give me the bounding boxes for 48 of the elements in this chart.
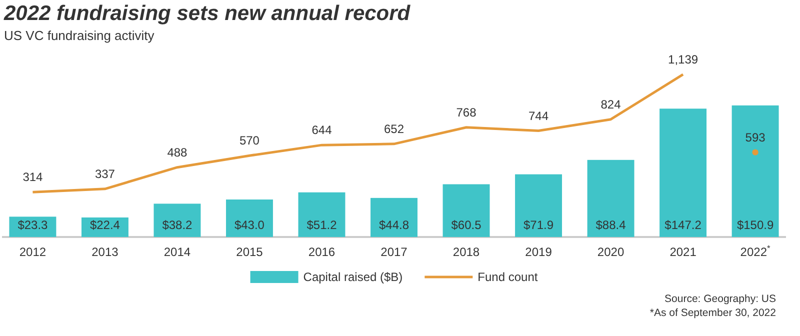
data-label: $38.2 (162, 218, 193, 232)
x-tick-label: 2021 (670, 245, 697, 259)
data-label: 644 (312, 123, 332, 138)
data-label: $23.3 (18, 218, 48, 232)
bar (660, 108, 707, 237)
x-tick-label: 2015 (236, 245, 264, 259)
bar (226, 200, 273, 237)
data-label: $22.4 (90, 218, 120, 232)
chart-subtitle: US VC fundraising activity (4, 28, 155, 43)
data-label: 768 (456, 105, 477, 120)
data-label: $51.2 (306, 218, 338, 232)
data-label: 488 (167, 145, 188, 160)
x-tick-label: 2022$^{*}$ (740, 243, 772, 259)
bar (515, 174, 562, 237)
data-label: 744 (528, 108, 549, 123)
x-tick-label: 2012 (19, 245, 46, 259)
bar (154, 204, 201, 237)
data-label: 593 (745, 130, 766, 144)
data-label: $147.2 (664, 218, 702, 232)
data-label: $43.0 (234, 218, 265, 232)
data-label: 314 (22, 170, 44, 184)
x-tick-label: 2020 (597, 245, 624, 259)
x-tick-label: 2014 (164, 245, 191, 259)
data-label: 652 (384, 122, 404, 136)
data-label: 824 (600, 97, 622, 112)
x-tick-label: 2013 (92, 245, 119, 259)
text: *As of September 30, 2022 (650, 307, 776, 319)
legend-label: Capital raised ($B) (303, 270, 403, 284)
data-label: $88.4 (596, 218, 626, 232)
bar (298, 192, 346, 237)
data-label: $60.5 (451, 218, 482, 232)
data-label: $150.9 (736, 218, 774, 232)
data-label: $44.8 (378, 218, 410, 232)
bar (587, 160, 634, 237)
data-label: 337 (94, 166, 116, 181)
x-tick-label: 2017 (380, 245, 408, 259)
source-note: Source: Geography: US (664, 293, 776, 305)
chart-title: 2022 fundraising sets new annual record (3, 2, 412, 25)
x-tick-label: 2016 (308, 245, 336, 259)
data-label: $71.9 (524, 218, 554, 232)
bar (370, 198, 418, 237)
x-tick-label: 2018 (452, 245, 480, 259)
legend-label: Fund count (478, 270, 538, 284)
data-label: 1,139 (668, 52, 698, 66)
x-tick-label: 2019 (525, 245, 552, 259)
bar (442, 184, 490, 237)
bar (732, 105, 779, 237)
data-label: 570 (239, 134, 260, 148)
